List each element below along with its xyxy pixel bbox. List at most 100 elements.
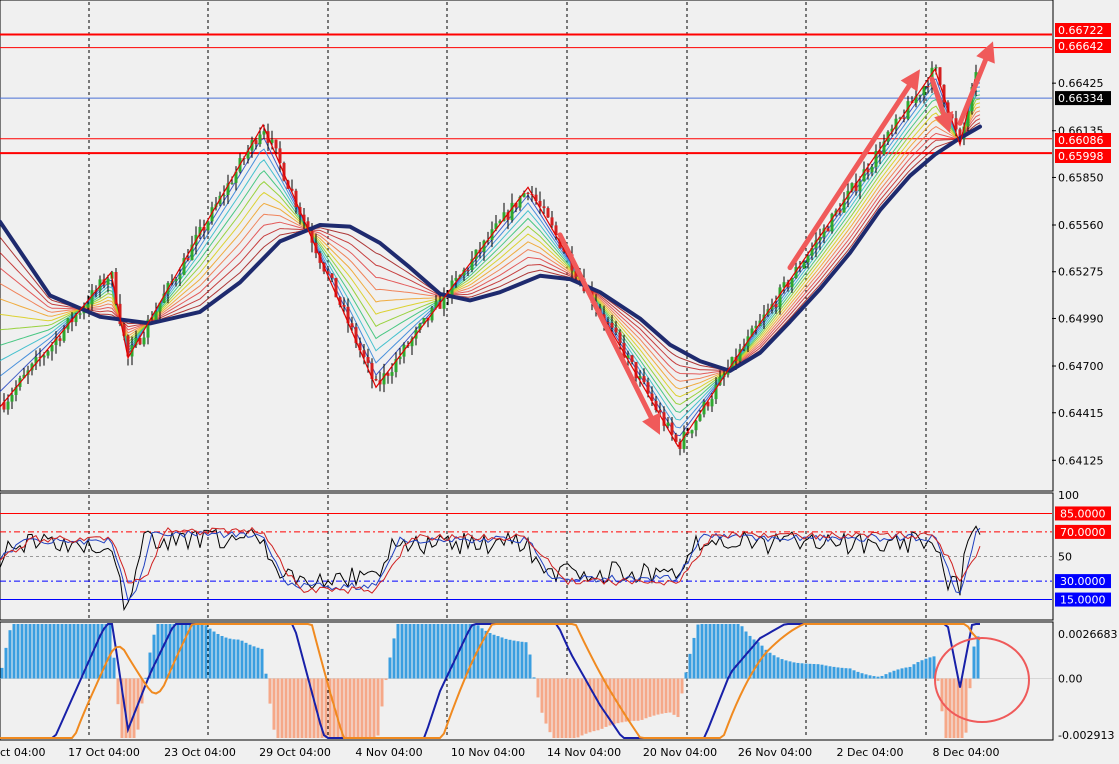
macd-histogram-bar <box>948 678 952 738</box>
candle-body <box>46 351 50 356</box>
candle-body <box>390 372 394 376</box>
macd-histogram-bar <box>472 624 476 679</box>
candle-body <box>718 377 722 385</box>
macd-histogram-bar <box>292 678 296 738</box>
macd-histogram-bar <box>232 639 236 679</box>
macd-histogram-bar <box>896 669 900 679</box>
macd-histogram-bar <box>376 678 380 736</box>
macd-histogram-bar <box>84 624 88 679</box>
macd-histogram-bar <box>532 677 536 679</box>
candle-body <box>474 249 478 260</box>
macd-histogram-bar <box>780 659 784 679</box>
candle-body <box>102 279 106 285</box>
macd-histogram-bar <box>396 624 400 679</box>
candle-body <box>542 206 546 209</box>
macd-histogram-bar <box>308 678 312 738</box>
macd-histogram-bar <box>316 678 320 738</box>
macd-histogram-bar <box>464 624 468 679</box>
price-tick-label: 0.65275 <box>1058 266 1104 279</box>
macd-histogram-bar <box>412 624 416 679</box>
candle-body <box>754 325 758 329</box>
candle-body <box>326 271 330 274</box>
macd-axis-label: -0.002913 <box>1058 729 1114 742</box>
macd-histogram-bar <box>764 649 768 679</box>
macd-histogram-bar <box>336 678 340 738</box>
macd-histogram-bar <box>520 641 524 679</box>
macd-histogram-bar <box>240 640 244 679</box>
macd-histogram-bar <box>36 624 40 679</box>
macd-histogram-bar <box>836 667 840 679</box>
macd-histogram-bar <box>448 624 452 679</box>
time-label: 10 Nov 04:00 <box>451 746 525 759</box>
candle-body <box>634 362 638 379</box>
macd-histogram-bar <box>500 637 504 679</box>
macd-histogram-bar <box>436 624 440 679</box>
macd-histogram-bar <box>524 642 528 679</box>
macd-histogram-bar <box>556 678 560 738</box>
price-tick-label: 0.65560 <box>1058 219 1104 232</box>
candle-body <box>190 244 194 261</box>
candle-body <box>98 279 102 291</box>
macd-histogram-bar <box>700 624 704 679</box>
price-tag-label: 0.65998 <box>1058 150 1104 163</box>
macd-histogram-bar <box>932 656 936 679</box>
candle-body <box>386 373 390 376</box>
price-tag-label: 0.66722 <box>1058 24 1104 37</box>
macd-histogram-bar <box>460 624 464 679</box>
macd-histogram-bar <box>724 624 728 679</box>
price-tag <box>1055 23 1111 37</box>
macd-histogram-bar <box>560 678 564 738</box>
macd-histogram-bar <box>752 639 756 679</box>
macd-histogram-bar <box>904 667 908 679</box>
candle-body <box>174 279 178 281</box>
oscillator-level-tag <box>1055 592 1111 607</box>
oscillator-level-label: 70.0000 <box>1060 526 1106 539</box>
candle-body <box>442 293 446 309</box>
macd-histogram-bar <box>868 675 872 679</box>
macd-histogram-bar <box>704 624 708 679</box>
arrow-head <box>976 41 995 64</box>
candle-body <box>730 356 734 370</box>
macd-histogram-bar <box>196 624 200 679</box>
arrow-shaft <box>787 83 912 271</box>
macd-histogram-bar <box>624 678 628 722</box>
macd-histogram-bar <box>720 624 724 679</box>
candle-body <box>78 313 82 315</box>
macd-histogram-bar <box>280 678 284 738</box>
macd-histogram-bar <box>644 678 648 719</box>
candle-body <box>254 140 258 145</box>
macd-histogram-bar <box>348 678 352 738</box>
candle-body <box>546 208 550 218</box>
macd-histogram-bar <box>916 662 920 679</box>
candle-body <box>422 317 426 324</box>
candle-body <box>134 338 138 346</box>
candle-body <box>534 194 538 201</box>
macd-histogram-bar <box>956 678 960 738</box>
macd-histogram-bar <box>828 666 832 679</box>
price-tick-label: 0.66425 <box>1058 77 1104 90</box>
macd-histogram-bar <box>636 678 640 721</box>
candle-body <box>202 226 206 231</box>
macd-histogram-bar <box>968 678 972 689</box>
macd-histogram-bar <box>208 628 212 679</box>
candle-body <box>2 402 6 410</box>
macd-histogram-bar <box>20 624 24 679</box>
arrow-shaft <box>929 76 947 117</box>
macd-histogram-bar <box>604 678 608 727</box>
macd-histogram-bar <box>260 648 264 679</box>
macd-histogram-bar <box>132 678 136 738</box>
macd-histogram-bar <box>760 645 764 679</box>
macd-histogram-bar <box>76 624 80 679</box>
macd-histogram-bar <box>848 668 852 679</box>
candle-body <box>10 394 14 402</box>
candle-body <box>506 212 510 220</box>
candle-body <box>938 67 942 85</box>
macd-histogram-bar <box>276 678 280 738</box>
candle-body <box>118 303 122 324</box>
oscillator-line <box>0 526 981 595</box>
macd-axis: 0.0026683 0.00 -0.002913 <box>1058 628 1118 742</box>
macd-histogram-bar <box>584 678 588 734</box>
candle-body <box>382 373 386 385</box>
